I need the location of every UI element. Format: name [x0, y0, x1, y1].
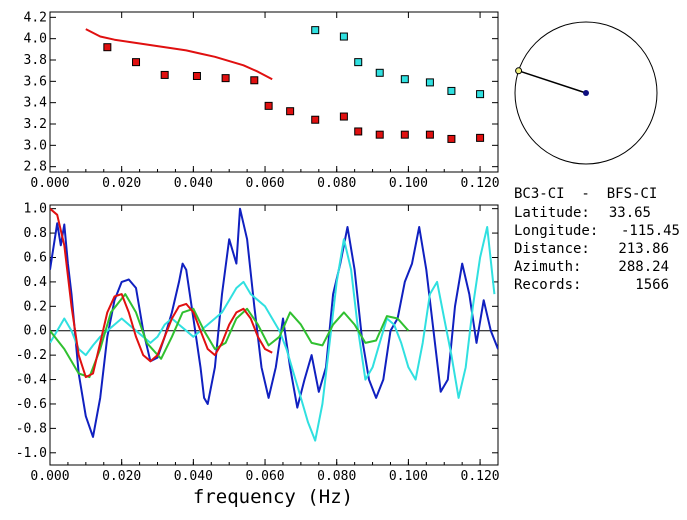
top-x-ticks: 0.000 0.020 0.040 0.060 0.080 0.100 0.120 — [30, 12, 500, 191]
red-marker — [132, 58, 141, 67]
station-info: BC3-CI - BFS-CI Latitude: 33.65 Longitud… — [514, 186, 680, 293]
x-tick-label: 0.080 — [317, 469, 356, 484]
red-marker — [339, 112, 348, 121]
cyan-marker — [375, 68, 384, 77]
azimuth-value: 288.24 — [618, 259, 669, 275]
red-marker — [425, 130, 434, 139]
cyan-marker — [287, 4, 294, 11]
red-series-line — [85, 28, 273, 81]
top-series — [85, 4, 485, 143]
records-value: 1566 — [635, 277, 669, 293]
plot-area — [85, 4, 485, 143]
red-marker — [400, 130, 409, 139]
azimuth-dial-circle — [514, 21, 658, 165]
cyan-marker — [476, 90, 485, 99]
azimuth-label: Azimuth: — [514, 259, 581, 275]
y-tick-label: 3.8 — [24, 53, 47, 68]
red-marker — [250, 76, 259, 85]
y-tick-label: -0.2 — [16, 348, 47, 363]
latitude-label: Latitude: — [514, 205, 590, 221]
y-tick-label: 3.6 — [24, 74, 47, 89]
station-pair: BC3-CI - BFS-CI — [514, 186, 657, 202]
x-tick-label: 0.020 — [102, 469, 141, 484]
cyan-marker — [339, 32, 348, 41]
x-tick-label: 0.120 — [461, 176, 500, 191]
red-series-line — [50, 207, 273, 379]
y-tick-label: 2.8 — [24, 160, 47, 175]
red-marker — [311, 115, 320, 124]
red-marker — [286, 107, 295, 116]
x-tick-label: 0.000 — [30, 469, 69, 484]
cyan-marker — [400, 75, 409, 84]
bottom-y-ticks: 1.0 0.8 0.6 0.4 0.2 0.0 -0.2 -0.4 -0.6 -0.8 -1.0 — [16, 202, 498, 461]
red-marker — [476, 133, 485, 142]
bottom-plot-frame — [49, 204, 499, 466]
y-tick-label: 0.2 — [24, 299, 47, 314]
x-tick-label: 0.100 — [389, 469, 428, 484]
x-tick-label: 0.060 — [245, 176, 284, 191]
y-tick-label: 4.0 — [24, 32, 47, 47]
y-tick-label: -0.6 — [16, 397, 47, 412]
y-tick-label: 3.2 — [24, 117, 47, 132]
distance-label: Distance: — [514, 241, 590, 257]
x-tick-label: 0.100 — [389, 176, 428, 191]
y-tick-label: 3.0 — [24, 138, 47, 153]
y-tick-label: 1.0 — [24, 202, 47, 217]
y-tick-label: -0.4 — [16, 373, 47, 388]
azimuth-center-dot — [583, 90, 589, 96]
bottom-x-ticks: 0.000 0.020 0.040 0.060 0.080 0.100 0.120 — [30, 205, 500, 484]
cyan-marker — [447, 86, 456, 95]
red-marker — [221, 74, 230, 83]
x-tick-label: 0.020 — [102, 176, 141, 191]
distance-value: 213.86 — [618, 241, 669, 257]
top-panel: 2.8 3.0 3.2 3.4 3.6 3.8 4.0 4.2 0.000 0.020 0.040… — [24, 4, 500, 191]
y-tick-label: 0.4 — [24, 275, 48, 290]
y-tick-label: 0.0 — [24, 324, 47, 339]
red-marker — [447, 134, 456, 143]
x-tick-label: 0.080 — [317, 176, 356, 191]
x-tick-label: 0.060 — [245, 469, 284, 484]
y-tick-label: 0.6 — [24, 250, 47, 265]
azimuth-tip-dot — [515, 67, 523, 75]
y-tick-label: 4.2 — [24, 10, 47, 25]
plot-area — [50, 207, 498, 442]
green-series-line — [50, 293, 410, 379]
cyan-marker — [425, 78, 434, 87]
y-tick-label: -0.8 — [16, 421, 47, 436]
top-y-ticks: 2.8 3.0 3.2 3.4 3.6 3.8 4.0 4.2 — [24, 10, 498, 175]
cyan-marker — [311, 26, 320, 35]
longitude-label: Longitude: — [514, 223, 598, 239]
x-tick-label: 0.000 — [30, 176, 69, 191]
y-tick-label: 0.8 — [24, 226, 47, 241]
red-marker — [192, 72, 201, 80]
y-tick-label: 3.4 — [24, 96, 48, 111]
red-marker — [354, 127, 363, 136]
red-marker — [160, 70, 169, 79]
x-tick-label: 0.120 — [461, 469, 500, 484]
red-marker — [103, 43, 112, 52]
red-marker — [375, 130, 384, 139]
records-label: Records: — [514, 277, 581, 293]
x-tick-label: 0.040 — [174, 176, 213, 191]
top-plot-frame — [49, 11, 499, 173]
azimuth-dial — [514, 21, 658, 165]
x-tick-label: 0.040 — [174, 469, 213, 484]
x-axis-label: frequency (Hz) — [193, 486, 353, 508]
cyan-series-line — [50, 226, 496, 442]
bottom-series — [50, 207, 498, 442]
longitude-value: -115.45 — [621, 223, 680, 239]
red-marker — [264, 101, 273, 110]
azimuth-needle — [518, 70, 587, 94]
cyan-marker — [354, 58, 363, 67]
bottom-panel: 1.0 0.8 0.6 0.4 0.2 0.0 -0.2 -0.4 -0.6 -0.8 -1.0 0… — [16, 202, 500, 508]
y-tick-label: -1.0 — [16, 446, 47, 461]
latitude-value: 33.65 — [609, 205, 651, 221]
